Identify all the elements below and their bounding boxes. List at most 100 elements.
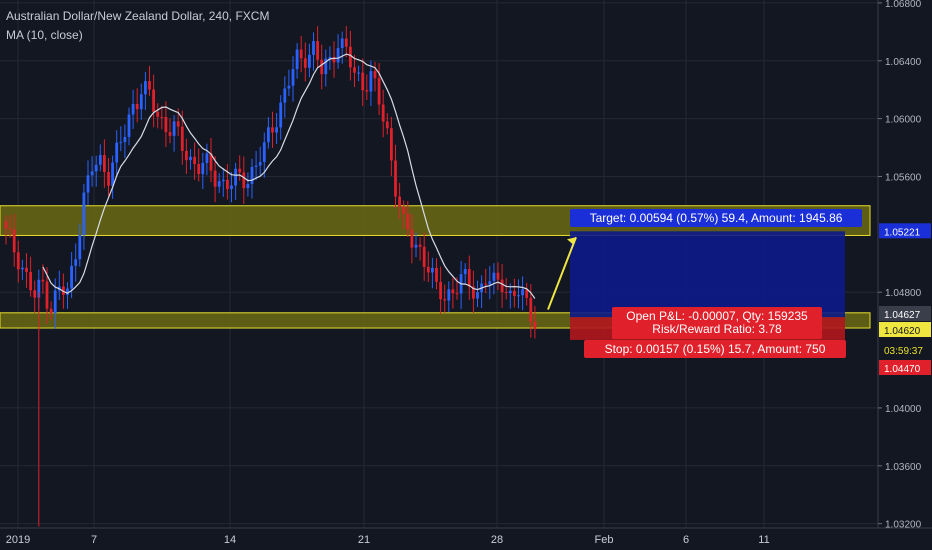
candle-body: [123, 136, 127, 143]
candle-body: [357, 72, 360, 74]
time-tick-label: 28: [491, 534, 503, 546]
pnl-label-text: Risk/Reward Ratio: 3.78: [652, 322, 782, 336]
price-label-text-stop: 1.04470: [884, 364, 921, 375]
time-tick-label: Feb: [595, 534, 614, 546]
candle-body: [508, 290, 512, 294]
stop-label-box: [584, 340, 846, 358]
time-tick-label: 14: [224, 534, 236, 546]
candle-body: [33, 290, 37, 298]
price-label-open: [879, 306, 931, 321]
candle-body: [107, 172, 110, 186]
candle-body: [435, 267, 438, 282]
price-tick-label: 1.03600: [885, 462, 922, 473]
price-tick-label: 1.06800: [885, 0, 922, 10]
candle-body: [98, 155, 102, 165]
time-tick-label: 2019: [6, 534, 30, 546]
candle-body: [250, 166, 254, 184]
candle-body: [176, 121, 180, 127]
candle-body: [197, 164, 201, 175]
arrow-annotation: [547, 236, 577, 310]
price-label-stop: [879, 360, 931, 375]
price-tick-label: 1.04000: [885, 404, 922, 415]
candle-body: [369, 71, 373, 92]
candle-body: [242, 172, 246, 189]
candle-body: [410, 229, 414, 248]
price-label-text-last: 1.04620: [884, 326, 921, 337]
candle-body: [336, 48, 340, 63]
candle-body: [201, 162, 205, 175]
candle-body: [484, 283, 488, 285]
candle-body: [517, 295, 520, 297]
target-label-box: [570, 209, 862, 227]
candle-body: [344, 38, 348, 47]
candle-body: [418, 244, 422, 247]
candle-body: [439, 281, 442, 300]
candle-body: [16, 252, 20, 270]
candle-body: [115, 142, 119, 163]
time-tick-label: 21: [358, 534, 370, 546]
candle-body: [504, 292, 508, 294]
candle-body: [74, 259, 78, 266]
pnl-label-box: [612, 307, 822, 339]
candle-body: [217, 181, 221, 187]
candle-body: [246, 183, 250, 189]
candle-body: [144, 81, 147, 95]
candle-body: [316, 41, 319, 60]
candle-body: [160, 116, 164, 118]
target-area: [570, 231, 845, 318]
price-label-timer: [879, 342, 931, 357]
candle-body: [447, 289, 451, 301]
pnl-label-text: Open P&L: -0.00007, Qty: 159235: [626, 309, 808, 323]
target-label-text: Target: 0.00594 (0.57%) 59.4, Amount: 19…: [590, 211, 843, 225]
candle-body: [254, 165, 258, 167]
time-axis[interactable]: 2019 7 14 21 28 Feb 6 11: [0, 527, 932, 550]
candle-body: [320, 59, 324, 75]
candle-body: [86, 175, 90, 193]
ma-line: [42, 53, 536, 299]
candle-body: [500, 279, 504, 293]
price-label-text-timer: 03:59:37: [884, 346, 923, 357]
candle-body: [139, 94, 143, 110]
candle-body: [221, 179, 225, 182]
candle-body: [103, 155, 106, 173]
candle-body: [451, 289, 455, 294]
candle-body: [131, 103, 135, 115]
price-tick-label: 1.06000: [885, 115, 922, 126]
candle-body: [361, 72, 365, 91]
arrow-head: [567, 237, 576, 246]
candle-body: [394, 160, 397, 197]
price-label-text-open: 1.04627: [884, 310, 921, 321]
candle-body: [398, 196, 401, 207]
candle-body: [90, 171, 94, 176]
candle-body: [25, 267, 28, 273]
candle-body: [205, 153, 209, 163]
candle-body: [213, 170, 217, 187]
candle-body: [324, 58, 328, 75]
candle-body: [385, 121, 389, 129]
candle-body: [193, 156, 196, 165]
price-axis[interactable]: 1.06800 1.06400 1.06000 1.05600 1.04800 1.040…: [877, 0, 932, 550]
time-axis-bg: [0, 528, 878, 550]
price-tick-label: 1.06400: [885, 57, 922, 68]
candle-body: [377, 78, 381, 105]
candle-body: [353, 67, 356, 73]
candle-body: [119, 142, 123, 144]
price-tick-label: 1.04800: [885, 288, 922, 299]
candle-body: [414, 244, 418, 248]
candle-body: [156, 111, 160, 117]
candle-body: [29, 272, 32, 291]
candle-body: [209, 153, 213, 171]
time-tick-label: 6: [683, 534, 689, 546]
candle-body: [303, 58, 307, 68]
candle-body: [127, 114, 131, 137]
candle-body: [94, 164, 98, 172]
candle-body: [533, 321, 537, 329]
candle-body: [82, 192, 86, 235]
candle-body: [258, 162, 262, 166]
candle-body: [328, 56, 332, 59]
candle-body: [66, 288, 69, 295]
candle-body: [496, 272, 500, 280]
candle-body: [172, 121, 176, 136]
candle-body: [525, 289, 529, 298]
